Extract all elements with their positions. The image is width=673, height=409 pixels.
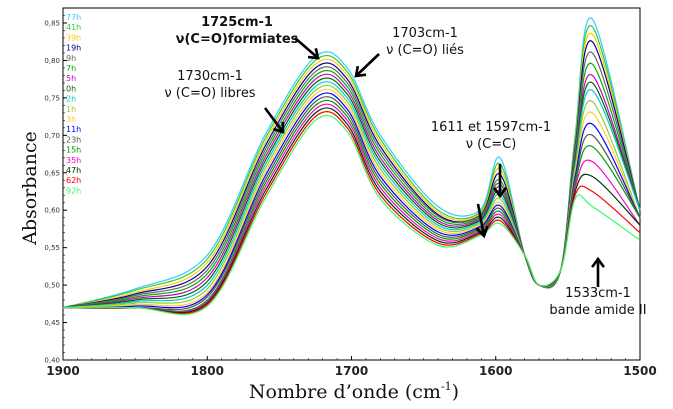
- annotation-text: bande amide II: [549, 303, 646, 318]
- annotation-text: 1730cm-1: [177, 69, 243, 84]
- legend-entry: 35h: [66, 156, 81, 165]
- x-axis-label: Nombre d’onde (cm-1): [249, 380, 459, 403]
- annotation-arrow: [355, 53, 380, 77]
- legend-entry: 62h: [66, 176, 81, 185]
- annotation-text: ν (C=C): [466, 137, 517, 152]
- x-tick-label: 1700: [335, 364, 368, 378]
- series-line-77h: [62, 17, 641, 309]
- legend-entry: 39h: [66, 33, 81, 42]
- y-tick-label: 0,85: [44, 19, 60, 27]
- legend-entry: 2h: [66, 95, 76, 104]
- series-line-19h: [62, 40, 641, 309]
- x-tick-label: 1500: [623, 364, 656, 378]
- legend-entry: 47h: [66, 166, 81, 175]
- legend-entry: 19h: [66, 44, 81, 53]
- legend-entry: 7h: [66, 64, 76, 73]
- series-line-23h: [62, 96, 641, 311]
- x-tick-label: 1800: [191, 364, 224, 378]
- y-tick-label: 0,65: [44, 169, 60, 177]
- legend-entry: 23h: [66, 135, 81, 144]
- legend-entry: 0h: [66, 84, 76, 93]
- annotation-arrowhead: [273, 121, 285, 134]
- annotation-text: 1533cm-1: [565, 286, 631, 301]
- annotation-arrowhead: [475, 225, 489, 239]
- legend-entry: 77h: [66, 13, 81, 22]
- series-line-41h: [62, 25, 641, 309]
- y-axis-label: Absorbance: [19, 131, 41, 246]
- legend-entry: 41h: [66, 23, 81, 32]
- annotation-arrow: [294, 37, 319, 59]
- annotations: 1725cm-1 ν(C=O)formiates 1703cm-1 ν (C=O) l…: [164, 15, 646, 318]
- annotation-text: 1703cm-1: [392, 26, 458, 41]
- axis-labels: Absorbance Nombre d’onde (cm-1): [19, 131, 459, 403]
- x-tick-label: 1900: [46, 364, 79, 378]
- annotation-text: ν (C=O) libres: [164, 86, 255, 101]
- y-tick-label: 0,40: [44, 357, 60, 365]
- annotation-arrow: [263, 107, 285, 133]
- series-line-3h: [62, 88, 641, 309]
- chart-axes: 0,40 0,45 0,50 0,55 0,60 0,65 0,70 0,75 0,80 0,85…: [44, 7, 657, 378]
- annotation-text: ν(C=O)formiates: [176, 32, 299, 47]
- y-tick-label: 0,45: [44, 319, 60, 327]
- legend-entry: 9h: [66, 54, 76, 63]
- annotation-arrowhead: [493, 187, 507, 199]
- legend-entry: 3h: [66, 115, 76, 124]
- series-line-92h: [62, 114, 641, 315]
- y-tick-label: 0,70: [44, 132, 60, 140]
- annotation-arrowhead: [591, 256, 605, 268]
- y-tick-label: 0,75: [44, 94, 60, 102]
- y-tick-label: 0,60: [44, 207, 60, 215]
- annotation-arrowhead: [307, 48, 320, 60]
- legend-entry: 5h: [66, 74, 76, 83]
- legend-entry: 11h: [66, 125, 81, 134]
- annotation-arrow: [476, 203, 486, 237]
- series-line-11h: [62, 92, 641, 309]
- y-tick-label: 0,55: [44, 244, 60, 252]
- series-line-9h: [62, 51, 641, 309]
- annotation-text: 1611 et 1597cm-1: [431, 120, 551, 135]
- series-layer: [62, 17, 641, 315]
- annotation-arrowhead: [354, 65, 367, 78]
- y-tick-label: 0,80: [44, 57, 60, 65]
- legend-entry: 92h: [66, 186, 81, 195]
- annotation-text: 1725cm-1: [201, 15, 273, 30]
- legend-entry: 1h: [66, 105, 76, 114]
- y-tick-label: 0,50: [44, 282, 60, 290]
- annotation-text: ν (C=O) liés: [386, 43, 464, 58]
- legend-entry: 15h: [66, 146, 81, 155]
- x-tick-label: 1600: [479, 364, 512, 378]
